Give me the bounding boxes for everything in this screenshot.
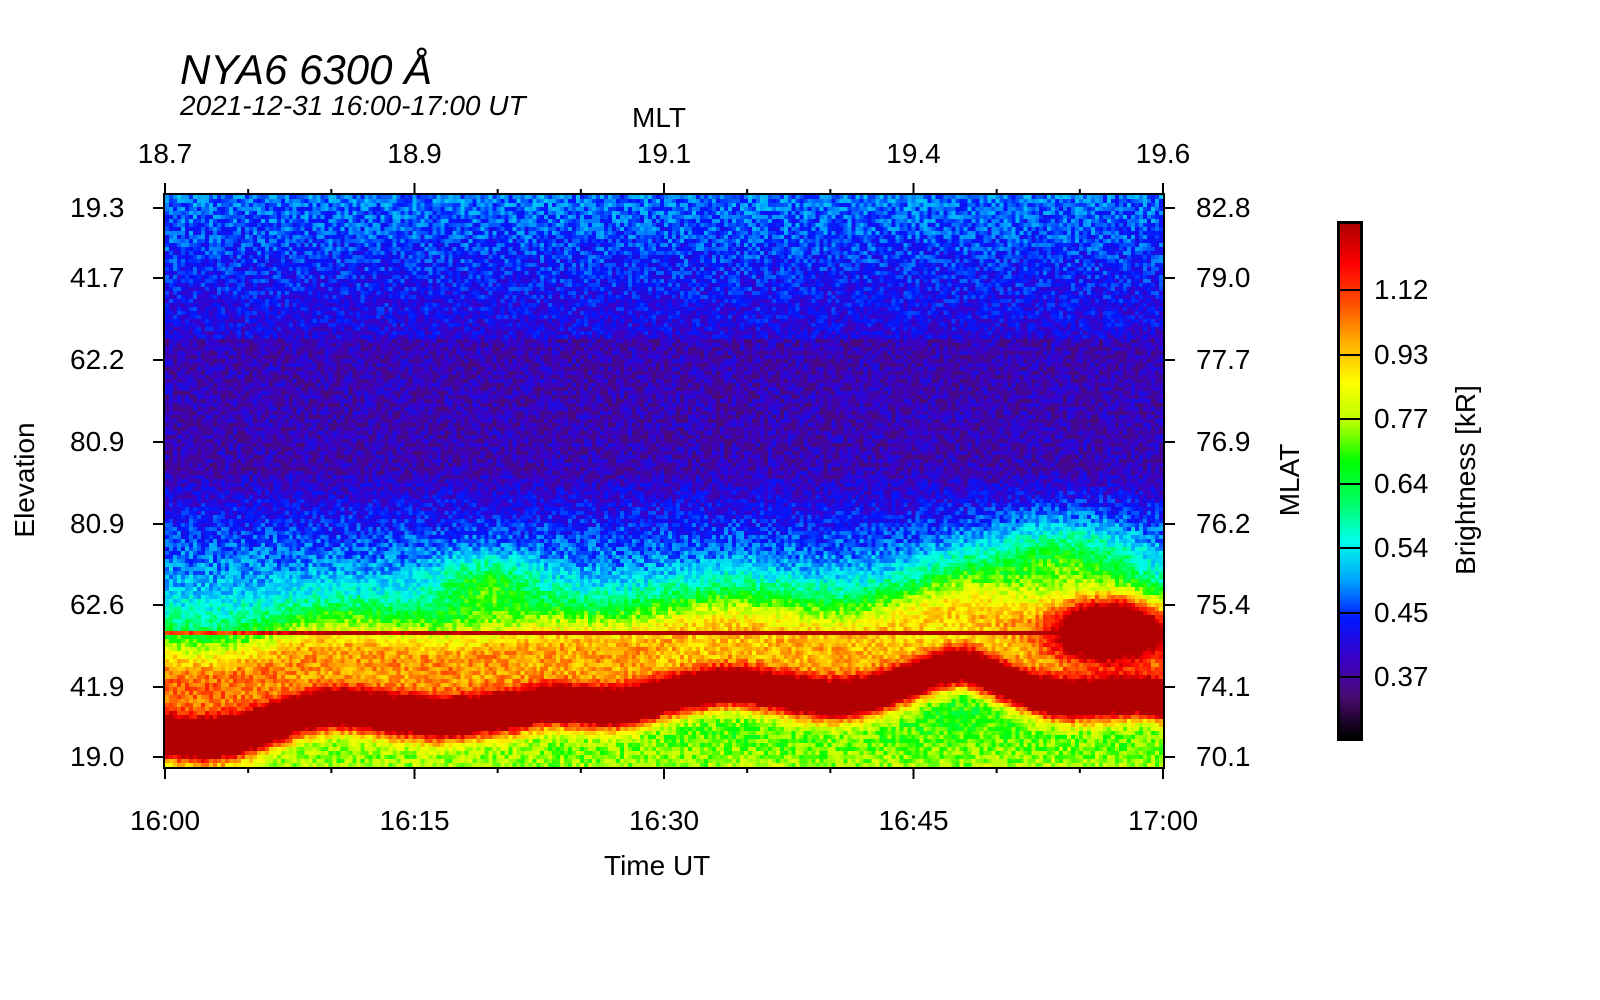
top-axis-label: MLT	[632, 102, 686, 133]
colorbar-tick-label: 0.64	[1374, 468, 1429, 499]
right-tick-label: 77.7	[1196, 344, 1251, 375]
right-tick-label: 82.8	[1196, 192, 1251, 223]
keogram-heatmap	[165, 195, 1163, 767]
colorbar-tick-label: 0.45	[1374, 597, 1429, 628]
colorbar-tick-label: 1.12	[1374, 274, 1429, 305]
y-axis-label: Elevation	[9, 422, 40, 538]
x-tick-label: 16:30	[628, 805, 700, 836]
x-tick-label: 17:00	[1127, 805, 1199, 836]
y-tick-label: 80.9	[70, 508, 125, 539]
y-tick-label: 19.0	[70, 741, 125, 772]
y-tick-label: 80.9	[70, 426, 125, 457]
y-tick-label: 41.7	[70, 262, 125, 293]
y-tick-label: 41.9	[70, 671, 125, 702]
chart-subtitle: 2021-12-31 16:00-17:00 UT	[180, 90, 526, 121]
colorbar-tick-label: 0.93	[1374, 339, 1429, 370]
y-tick-label: 19.3	[70, 192, 125, 223]
x-axis-label: Time UT	[604, 850, 711, 881]
colorbar-label: Brightness [kR]	[1450, 385, 1481, 575]
right-tick-label: 75.4	[1196, 589, 1251, 620]
chart-title: NYA6 6300 Å	[180, 46, 433, 93]
top-tick-label: 19.1	[636, 138, 692, 169]
y-tick-label: 62.2	[70, 344, 125, 375]
x-tick-label: 16:15	[379, 805, 450, 836]
colorbar-tick-label: 0.54	[1374, 532, 1429, 563]
right-tick-label: 76.2	[1196, 508, 1251, 539]
right-tick-label: 76.9	[1196, 426, 1251, 457]
colorbar-tick-label: 0.77	[1374, 403, 1429, 434]
top-tick-label: 19.4	[886, 138, 941, 169]
x-tick-label: 16:45	[878, 805, 949, 836]
colorbar-frame	[1337, 221, 1363, 741]
y-tick-label: 62.6	[70, 589, 125, 620]
right-axis-label: MLAT	[1274, 443, 1305, 517]
right-tick-label: 79.0	[1196, 262, 1251, 293]
top-tick-label: 18.9	[387, 138, 442, 169]
top-tick-label: 18.7	[137, 138, 193, 169]
right-tick-label: 70.1	[1196, 741, 1251, 772]
x-tick-label: 16:00	[129, 805, 201, 836]
colorbar-tick-label: 0.37	[1374, 661, 1429, 692]
top-tick-label: 19.6	[1135, 138, 1191, 169]
right-tick-label: 74.1	[1196, 671, 1251, 702]
colorbar	[1340, 224, 1360, 738]
